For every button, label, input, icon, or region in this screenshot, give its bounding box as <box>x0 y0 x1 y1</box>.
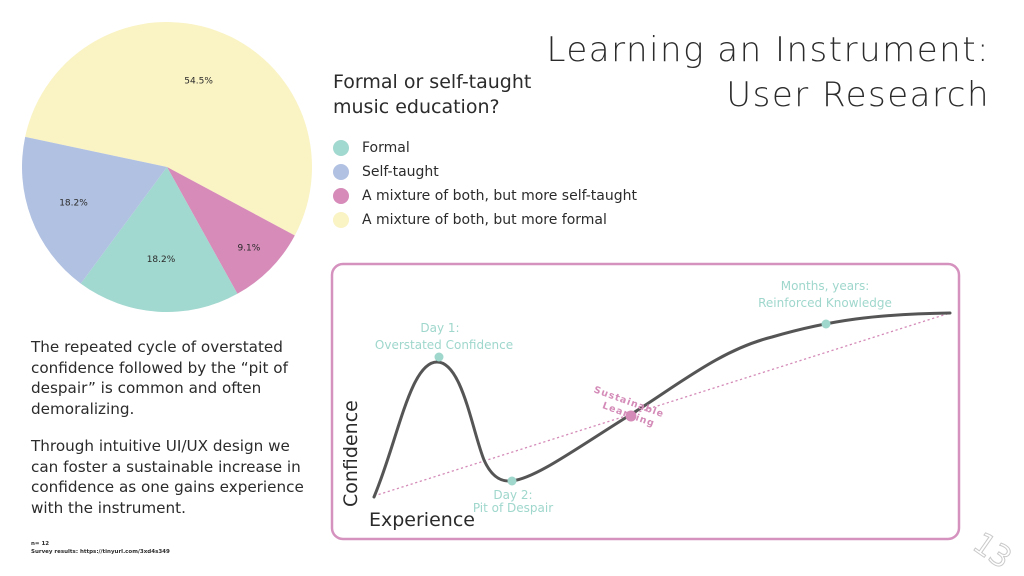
title-line-2: User Research <box>726 75 990 115</box>
pie-slice-mixture-self <box>167 167 295 294</box>
point-sustainable-learning <box>625 410 637 422</box>
legend-label-mixture-formal: A mixture of both, but more formal <box>362 212 607 228</box>
annotation-months-line2: Reinforced Knowledge <box>758 296 892 310</box>
x-axis-label: Experience <box>369 509 475 531</box>
footnote-survey-link[interactable]: Survey results: https://tinyurl.com/3xd4… <box>31 549 170 555</box>
confidence-curve <box>372 311 952 499</box>
y-axis-label: Confidence <box>340 400 362 507</box>
point-reinforced-knowledge <box>821 319 831 329</box>
pie-question-line-1: Formal or self-taught <box>333 71 532 93</box>
annotation-day2-line1: Day 2: <box>493 488 532 502</box>
legend-item-formal: Formal <box>333 136 637 160</box>
pie-question: Formal or self-taught music education? <box>333 70 531 120</box>
body-paragraph-1: The repeated cycle of overstated confide… <box>31 338 288 418</box>
pie-slice-self-taught <box>22 136 167 284</box>
pie-data-label: 18.2% <box>59 198 88 208</box>
annotation-day1-line1: Day 1: <box>420 321 459 335</box>
pie-chart: 54.5% 9.1% 18.2% 18.2% <box>22 22 313 313</box>
slide-title: Learning an Instrument: User Research <box>470 28 990 118</box>
legend-label-mixture-self: A mixture of both, but more self-taught <box>362 188 637 204</box>
legend-label-formal: Formal <box>362 140 410 156</box>
annotation-months-line1: Months, years: <box>781 279 870 293</box>
legend-label-self-taught: Self-taught <box>362 164 439 180</box>
legend-swatch-self-taught <box>333 164 349 180</box>
annotation-day1-line2: Overstated Confidence <box>375 338 513 352</box>
body-text: The repeated cycle of overstated confide… <box>31 337 311 535</box>
pie-slice-mixture-formal <box>25 22 313 236</box>
legend-item-mixture-self: A mixture of both, but more self-taught <box>333 184 637 208</box>
pie-slice-formal <box>80 167 238 313</box>
point-pit-of-despair <box>507 476 517 486</box>
legend-swatch-mixture-formal <box>333 212 349 228</box>
legend-item-self-taught: Self-taught <box>333 160 637 184</box>
page-number-text: 13 <box>966 530 1014 572</box>
page-number: 13 <box>966 530 1014 572</box>
body-paragraph-2: Through intuitive UI/UX design we can fo… <box>31 437 304 517</box>
point-overstated-confidence <box>434 352 444 362</box>
pie-data-label: 9.1% <box>237 244 260 254</box>
title-line-1: Learning an Instrument: <box>546 30 990 70</box>
annotation-day2-line2: Pit of Despair <box>473 501 553 515</box>
pie-legend: Formal Self-taught A mixture of both, bu… <box>333 136 637 232</box>
footnote: n= 12 Survey results: https://tinyurl.co… <box>31 540 170 556</box>
pie-data-label: 54.5% <box>184 77 213 87</box>
pie-data-label: 18.2% <box>147 255 176 265</box>
legend-item-mixture-formal: A mixture of both, but more formal <box>333 208 637 232</box>
legend-swatch-mixture-self <box>333 188 349 204</box>
footnote-sample-size: n= 12 <box>31 541 50 547</box>
chart-frame <box>330 262 961 541</box>
legend-swatch-formal <box>333 140 349 156</box>
pie-question-line-2: music education? <box>333 96 500 118</box>
